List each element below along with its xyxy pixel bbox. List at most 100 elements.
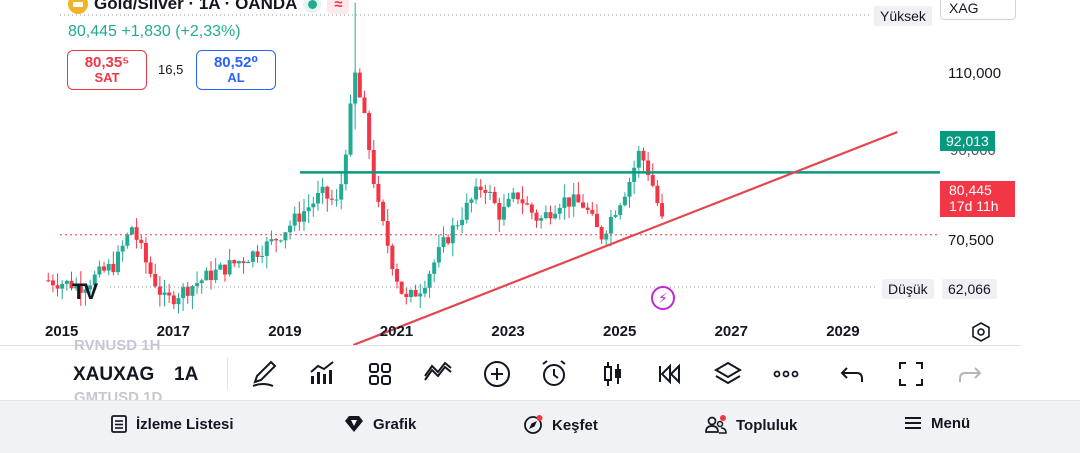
nav-community-label: Topluluk [736,416,798,434]
candle-body [613,215,618,217]
candle-body [143,243,148,263]
candle-body [585,207,590,210]
sell-button[interactable]: 80,35⁵ SAT [67,50,147,90]
candle-body [357,72,362,98]
high-tag: Yüksek [874,6,932,26]
candle-body [590,209,595,214]
candle-body [520,199,525,204]
candle-body [227,260,232,275]
x-tick-label: 2029 [826,323,860,340]
candle-body [348,103,353,155]
trend-tools-icon[interactable] [421,357,455,391]
candle-body [153,273,158,287]
candle-body [548,212,553,219]
compare-symbol-field[interactable]: XAG [940,0,1016,20]
chart-area[interactable] [0,0,1022,345]
add-icon[interactable] [480,357,514,391]
nav-chart[interactable]: Grafik [343,414,416,434]
candle-body [469,199,474,203]
symbol-title: Gold/Silver · 1A · OANDA [94,0,298,13]
candle-body [171,295,176,305]
candle-body [69,280,74,289]
nav-menu[interactable]: Menü [903,414,970,432]
candle-body [111,263,116,273]
candle-body [422,287,427,294]
lightning-icon[interactable]: ⚡ [651,286,675,310]
candle-body [236,261,241,264]
trend-line[interactable] [352,131,898,345]
hline-price-tag: 92,013 [940,131,995,151]
buy-button[interactable]: 80,52⁰ AL [196,50,276,90]
candle-body [288,225,293,233]
candle-body [483,189,488,193]
symbol-header[interactable]: Gold/Silver · 1A · OANDA ≈ [68,0,350,14]
candle-body [241,261,246,264]
layouts-icon[interactable] [363,357,397,391]
x-tick-label: 2015 [45,323,79,340]
candle-body [311,203,316,208]
candle-body [190,286,195,296]
x-tick-label: 2027 [714,323,748,340]
symbol-selector[interactable]: XAUXAG [73,364,155,385]
low-value: 62,066 [942,279,997,299]
candle-body [329,198,334,200]
candle-body [134,227,139,240]
interval-selector[interactable]: 1A [174,364,199,385]
candle-body [320,186,325,194]
candle-body [534,212,539,221]
candle-body [157,286,162,295]
candle-body [511,192,516,199]
chart-diamond-icon [345,416,363,432]
candle-body [315,193,320,204]
alert-icon[interactable] [537,357,571,391]
axis-settings-icon[interactable] [970,321,992,343]
candle-body [622,196,627,206]
candle-body [571,194,576,207]
candle-body [515,192,520,200]
more-icon[interactable] [769,357,803,391]
candle-body [302,211,307,222]
fullscreen-icon[interactable] [894,357,928,391]
buy-label: AL [227,70,245,85]
candle-body [618,205,623,216]
indicators-icon[interactable] [305,357,339,391]
hamburger-icon [905,417,921,429]
watchlist-icon [111,415,127,433]
nav-chart-label: Grafik [373,415,417,433]
candle-body [83,289,88,293]
replay-icon[interactable] [653,357,687,391]
candle-body [167,292,172,296]
layers-icon[interactable] [711,357,745,391]
candle-body [427,273,432,288]
candle-body [408,290,413,298]
candle-body [478,186,483,190]
candle-body [539,218,544,221]
draw-icon[interactable] [248,357,282,391]
undo-icon[interactable] [836,357,870,391]
candle-body [464,202,469,220]
ghost-symbol-top: RVNUSD 1H [74,337,161,354]
candle-body [432,262,437,274]
candle-body [148,262,153,274]
candle-body [278,240,283,242]
candle-body [78,283,83,293]
candle-body [88,285,93,290]
nav-watchlist[interactable]: İzleme Listesi [110,414,234,434]
candle-body [627,182,632,197]
nav-community[interactable]: Topluluk [704,414,797,436]
candle-body [399,281,404,294]
candle-body [557,207,562,214]
candle-body [604,233,609,240]
candle-body [325,186,330,199]
price-chart[interactable] [0,0,1022,345]
candle-body [641,150,646,161]
candles-icon[interactable] [596,357,630,391]
redo-icon[interactable] [952,357,986,391]
candle-body [608,216,613,234]
candle-body [264,241,269,256]
candle-body [283,232,288,241]
candle-body [60,284,65,289]
candle-body [488,191,493,193]
nav-explore-label: Keşfet [552,416,598,434]
nav-explore[interactable]: Keşfet [522,414,598,436]
